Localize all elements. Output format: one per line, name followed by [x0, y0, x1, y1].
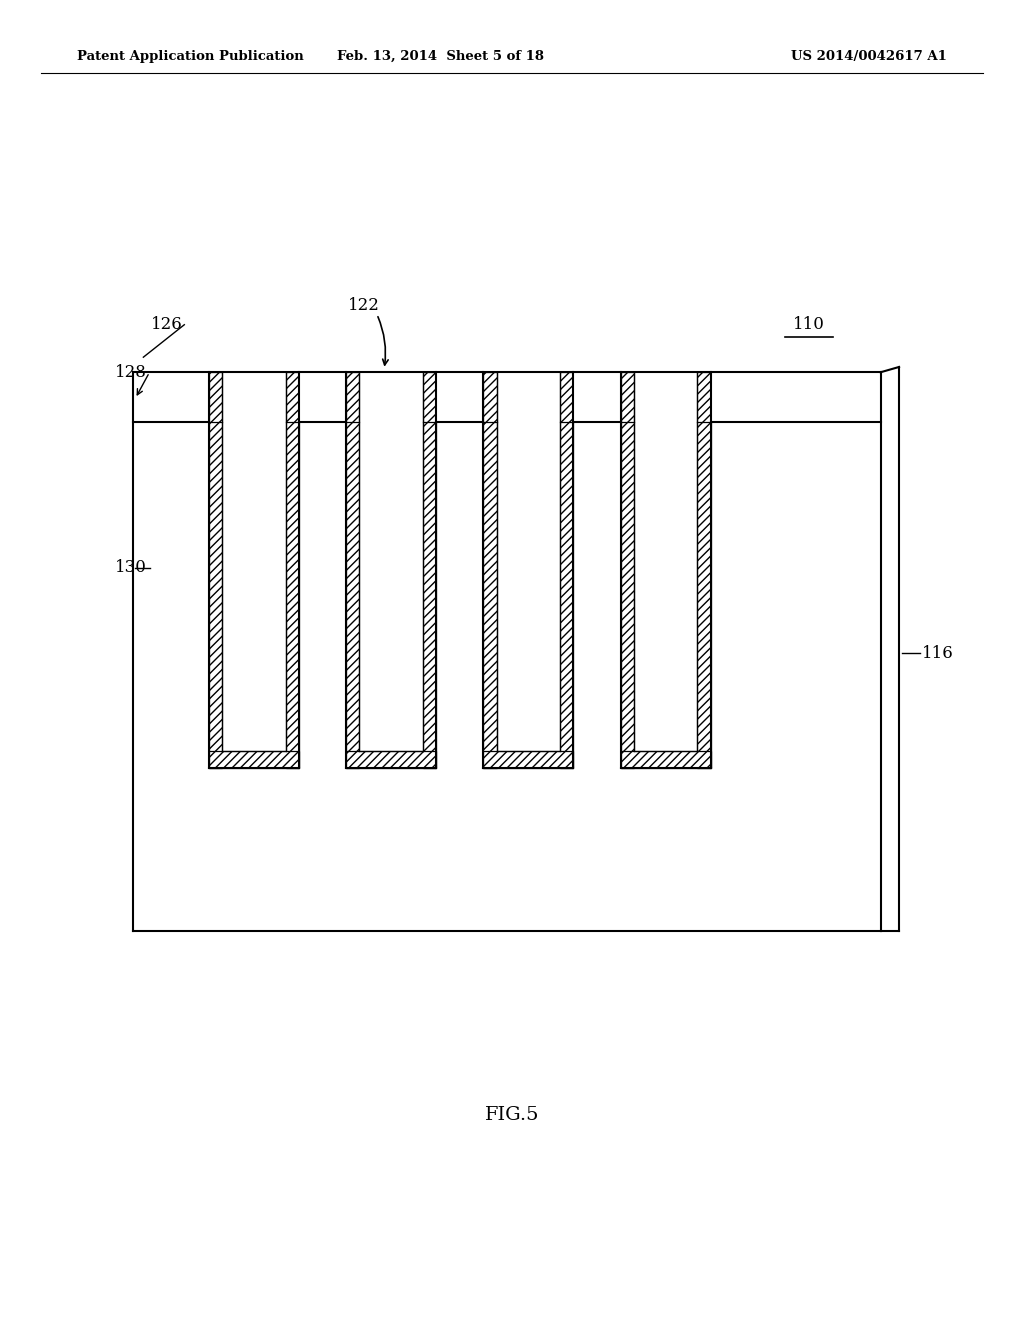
Bar [621, 372, 634, 768]
Bar [436, 372, 483, 422]
Bar [346, 372, 436, 768]
Bar [346, 372, 359, 768]
Bar [299, 372, 346, 422]
Text: FIG.5: FIG.5 [484, 1106, 540, 1125]
Text: 122: 122 [347, 297, 380, 314]
Bar [621, 372, 711, 768]
Text: 128: 128 [115, 364, 146, 380]
Bar [133, 422, 881, 931]
Bar [483, 751, 573, 768]
Text: 130: 130 [115, 560, 146, 576]
Bar [483, 372, 497, 768]
Bar [423, 372, 436, 768]
Text: 110: 110 [793, 315, 825, 333]
Text: Feb. 13, 2014  Sheet 5 of 18: Feb. 13, 2014 Sheet 5 of 18 [337, 50, 544, 63]
Bar [133, 372, 209, 422]
Bar [697, 372, 711, 768]
Bar [560, 372, 573, 768]
Bar [573, 372, 621, 422]
Bar [209, 751, 299, 768]
Bar [346, 751, 436, 768]
Bar [711, 372, 881, 422]
Text: Patent Application Publication: Patent Application Publication [77, 50, 303, 63]
Text: 116: 116 [922, 645, 953, 661]
Bar [621, 751, 711, 768]
Bar [209, 372, 299, 768]
Bar [286, 372, 299, 768]
Text: US 2014/0042617 A1: US 2014/0042617 A1 [792, 50, 947, 63]
Text: 126: 126 [151, 317, 182, 333]
Bar [209, 372, 222, 768]
Bar [483, 372, 573, 768]
